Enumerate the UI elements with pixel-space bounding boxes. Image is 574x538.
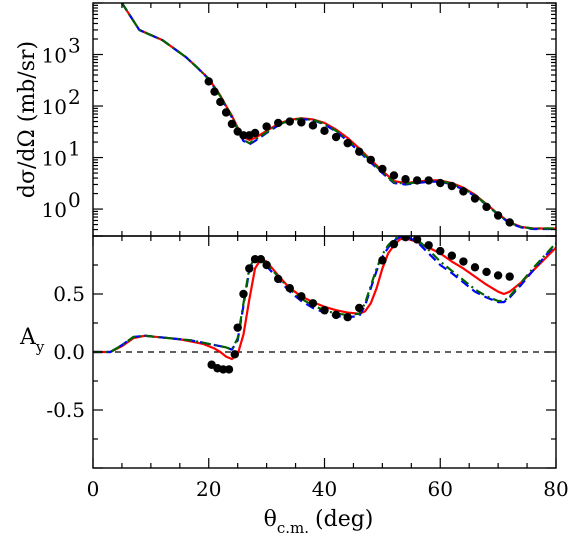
bottom-y-axis-label: Ay bbox=[19, 325, 45, 356]
top-data-point bbox=[447, 181, 457, 191]
bottom-ticks: 0 20 40 60 80 -0.5 0.0 0.5 bbox=[46, 235, 569, 501]
bottom-data-point bbox=[262, 260, 271, 270]
bottom-data-point bbox=[378, 256, 387, 265]
y-tick-label-top: 10 bbox=[42, 198, 67, 222]
top-data-point bbox=[216, 97, 225, 107]
bottom-data-point bbox=[274, 274, 283, 284]
top-data-point bbox=[239, 131, 248, 140]
bottom-data-point bbox=[331, 310, 341, 320]
bottom-data-point bbox=[482, 267, 491, 277]
bottom-data-point bbox=[355, 303, 364, 313]
x-axis-label: θc.m. (deg) bbox=[264, 507, 374, 537]
bottom-series-solid-line bbox=[93, 237, 556, 361]
top-data-point bbox=[297, 118, 306, 127]
bottom-data-point bbox=[230, 350, 239, 359]
top-data-point bbox=[274, 118, 283, 128]
bottom-data-point bbox=[401, 236, 410, 242]
bottom-data-point bbox=[308, 299, 318, 308]
top-y-axis-label: dσ/dΩ (mb/sr) bbox=[15, 41, 40, 198]
top-data-point bbox=[221, 108, 231, 117]
bottom-data-point bbox=[224, 365, 234, 374]
bottom-data-point bbox=[343, 313, 352, 322]
bottom-data-point bbox=[412, 236, 422, 244]
bottom-data-point bbox=[447, 251, 457, 260]
bottom-data-point bbox=[389, 239, 399, 249]
top-data-point bbox=[262, 122, 271, 131]
x-axis-unit: (deg) bbox=[315, 507, 373, 532]
top-series-solid-line bbox=[121, 3, 556, 230]
top-data-point bbox=[401, 174, 410, 184]
y-tick-label-bottom: -0.5 bbox=[46, 398, 85, 422]
top-data-point bbox=[227, 119, 237, 129]
bottom-data-point bbox=[505, 272, 514, 281]
top-data-point bbox=[331, 132, 341, 142]
bottom-data-point bbox=[470, 263, 480, 272]
top-plot-area bbox=[121, 3, 556, 231]
bottom-data-point bbox=[256, 255, 266, 264]
y-tick-exponent: 2 bbox=[68, 85, 81, 109]
bottom-panel: 0 20 40 60 80 -0.5 0.0 0.5 Ay θc.m. (deg) bbox=[19, 235, 569, 537]
top-data-point bbox=[459, 187, 468, 196]
y-tick-label-top: 10 bbox=[42, 147, 67, 171]
top-data-point bbox=[320, 126, 329, 136]
top-data-point bbox=[378, 164, 387, 174]
top-data-point bbox=[389, 171, 399, 180]
top-data-point bbox=[285, 117, 294, 126]
bottom-data-point bbox=[285, 284, 294, 293]
top-data-point bbox=[250, 128, 260, 138]
bottom-data-point bbox=[320, 306, 329, 315]
y-tick-label-top: 10 bbox=[42, 95, 67, 119]
x-tick-label: 60 bbox=[428, 477, 453, 501]
bottom-data-point bbox=[424, 241, 433, 250]
theta-main: θ bbox=[264, 507, 277, 532]
top-data-point bbox=[366, 155, 375, 165]
top-data-point bbox=[343, 138, 352, 148]
bottom-series-dashed-line bbox=[93, 236, 556, 354]
x-tick-label: 80 bbox=[543, 477, 568, 501]
x-tick-label: 40 bbox=[312, 477, 337, 501]
top-series-dashed-line bbox=[121, 3, 556, 231]
top-panel-frame bbox=[92, 2, 557, 237]
theta-subscript: c.m. bbox=[277, 519, 309, 537]
top-data-point bbox=[308, 121, 318, 130]
top-data-point bbox=[493, 211, 503, 220]
top-data-point bbox=[482, 202, 491, 212]
y-tick-label-top: 10 bbox=[42, 44, 67, 68]
bottom-data-point bbox=[250, 255, 260, 264]
bottom-data-point bbox=[297, 292, 306, 301]
bottom-data-point bbox=[219, 365, 228, 374]
y-tick-exponent: 0 bbox=[68, 188, 81, 212]
x-tick-label: 0 bbox=[87, 477, 100, 501]
bottom-data-point bbox=[493, 271, 503, 280]
top-series-dash-dot-line bbox=[121, 3, 556, 230]
bottom-plot-area bbox=[93, 236, 556, 374]
top-data-point bbox=[210, 87, 219, 96]
top-data-point bbox=[412, 176, 422, 185]
bottom-data-point bbox=[245, 264, 254, 273]
top-data-point bbox=[470, 194, 480, 203]
y-tick-label-bottom: 0.5 bbox=[53, 282, 85, 306]
ay-main: A bbox=[19, 325, 37, 350]
top-data-point bbox=[424, 176, 433, 185]
y-tick-label-bottom: 0.0 bbox=[53, 340, 85, 364]
y-tick-exponent: 3 bbox=[68, 34, 81, 58]
bottom-series-dash-dot-line bbox=[93, 236, 556, 354]
top-data-point bbox=[505, 218, 514, 227]
top-data-point bbox=[436, 178, 445, 188]
bottom-data-point bbox=[239, 289, 248, 299]
bottom-data-point bbox=[459, 257, 468, 266]
top-data-point bbox=[204, 77, 213, 86]
ay-subscript: y bbox=[35, 338, 45, 356]
bottom-data-point bbox=[436, 246, 445, 256]
y-tick-exponent: 1 bbox=[68, 137, 81, 161]
bottom-data-point bbox=[233, 323, 242, 332]
x-tick-label: 20 bbox=[196, 477, 221, 501]
top-data-point bbox=[355, 147, 364, 156]
